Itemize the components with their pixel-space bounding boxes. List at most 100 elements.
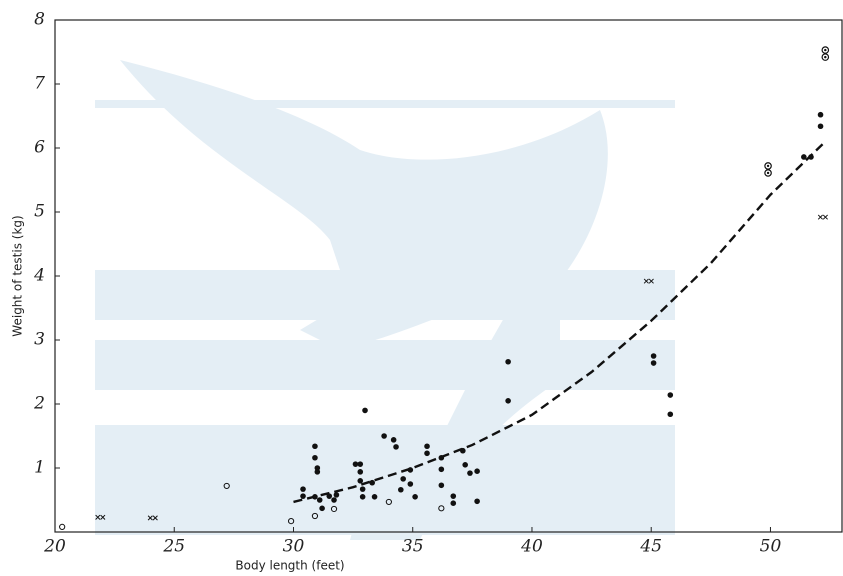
point: [362, 407, 368, 414]
point: [424, 450, 430, 457]
point: [407, 467, 414, 473]
point: [357, 478, 364, 484]
point: [330, 505, 338, 513]
point: [424, 443, 430, 450]
point: [460, 447, 466, 454]
point: [393, 444, 399, 450]
point: [505, 398, 511, 404]
point: [821, 53, 830, 61]
point: [817, 214, 828, 220]
point-ring: [764, 162, 772, 170]
point: [357, 461, 364, 467]
point: [474, 468, 480, 475]
cross-stroke: [817, 214, 823, 220]
y-tick-label: 5: [34, 202, 45, 222]
point: [319, 505, 325, 512]
point: [650, 360, 657, 366]
fit-curve: [293, 140, 827, 504]
point-dot: [824, 55, 827, 59]
y-tick-label: 4: [33, 266, 45, 286]
point: [314, 469, 321, 475]
point: [59, 523, 66, 530]
point: [381, 433, 387, 439]
point: [390, 437, 397, 443]
point: [312, 494, 318, 500]
point-ring: [821, 53, 830, 61]
point: [764, 169, 772, 177]
point: [312, 443, 318, 450]
point: [359, 494, 366, 500]
point: [314, 465, 321, 471]
point: [288, 518, 295, 525]
point: [333, 492, 340, 498]
cross-stroke: [152, 515, 158, 521]
point: [312, 454, 318, 461]
point: [223, 482, 230, 490]
point: [450, 493, 457, 499]
point: [331, 497, 337, 503]
x-axis-label: Body length (feet): [235, 559, 344, 573]
x-tick-label: 30: [283, 537, 305, 557]
y-tick-label: 3: [34, 330, 45, 350]
point: [371, 494, 378, 500]
y-tick-label: 6: [34, 138, 45, 158]
cross-stroke: [822, 214, 828, 220]
x-tick-label: 20: [43, 537, 66, 557]
y-tick-label: 1: [34, 458, 45, 478]
x-tick-label: 50: [760, 537, 782, 557]
point: [369, 479, 375, 486]
point-ring: [821, 46, 830, 54]
cross-stroke: [147, 515, 153, 521]
point: [467, 470, 473, 476]
point: [801, 154, 807, 160]
point: [359, 486, 366, 492]
point-dot: [766, 164, 770, 168]
cross-stroke: [643, 278, 649, 284]
cross-stroke: [100, 514, 106, 520]
point: [462, 462, 468, 468]
point: [438, 482, 445, 489]
y-axis-label: Weight of testis (kg): [11, 215, 25, 336]
point: [650, 353, 657, 359]
point: [643, 278, 654, 284]
point: [438, 454, 445, 461]
point: [808, 154, 814, 160]
point: [300, 486, 306, 492]
point: [400, 476, 406, 482]
point: [505, 358, 511, 365]
x-tick-label: 25: [162, 537, 185, 557]
point: [357, 469, 364, 475]
cross-stroke: [648, 278, 654, 284]
point: [147, 515, 158, 521]
point: [450, 500, 457, 507]
point: [667, 411, 674, 418]
y-tick-label: 2: [33, 394, 45, 414]
point: [412, 494, 418, 500]
y-tick-label: 7: [34, 74, 45, 94]
point: [385, 498, 392, 506]
point: [352, 461, 359, 467]
point: [326, 493, 333, 499]
point: [300, 493, 306, 499]
cross-stroke: [95, 514, 101, 520]
point: [817, 111, 824, 118]
point: [95, 514, 106, 520]
x-tick-label: 35: [402, 537, 424, 557]
watermark: [95, 60, 675, 540]
point: [764, 162, 772, 170]
point-ring: [764, 169, 772, 177]
point: [438, 505, 445, 512]
point: [821, 46, 830, 54]
x-tick-label: 45: [639, 537, 662, 557]
point: [438, 466, 445, 473]
point: [311, 512, 319, 520]
point: [407, 481, 414, 487]
point: [817, 123, 824, 130]
point-dot: [766, 171, 770, 175]
y-tick-label: 8: [34, 10, 45, 30]
point-dot: [824, 48, 827, 52]
point: [316, 497, 323, 503]
point: [398, 486, 404, 493]
point: [474, 498, 480, 505]
